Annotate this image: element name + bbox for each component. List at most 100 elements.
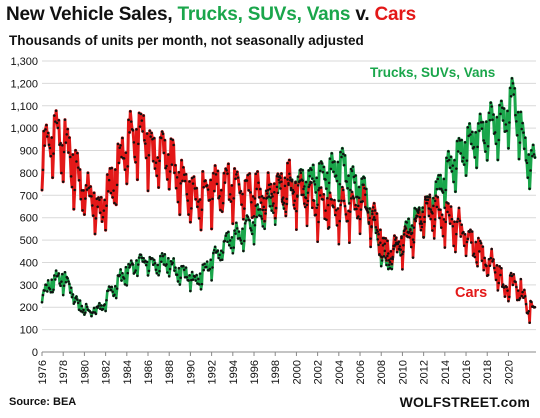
cars-line-segment: [242, 179, 247, 211]
trucks-point: [273, 191, 276, 194]
cars-point: [194, 198, 197, 201]
cars-line-segment: [349, 197, 353, 214]
trucks-point: [346, 186, 349, 190]
cars-point: [204, 179, 207, 182]
cars-point: [112, 189, 115, 192]
trucks-point: [488, 118, 492, 122]
trucks-point: [376, 238, 379, 241]
cars-point: [97, 196, 100, 199]
cars-line-segment: [455, 220, 459, 236]
trucks-point: [62, 284, 66, 287]
trucks-point: [279, 187, 282, 190]
cars-point: [423, 220, 426, 224]
cars-point: [481, 245, 485, 248]
cars-line-segment: [432, 218, 437, 240]
trucks-point: [240, 242, 243, 245]
trucks-point: [60, 280, 63, 283]
cars-point: [84, 197, 87, 200]
trucks-point: [165, 263, 168, 266]
cars-point: [473, 255, 477, 259]
trucks-point: [238, 236, 242, 240]
cars-line-segment: [470, 230, 475, 257]
trucks-point: [401, 252, 404, 256]
cars-point: [351, 195, 355, 198]
cars-point: [91, 214, 95, 217]
cars-point: [167, 153, 170, 156]
cars-point: [59, 141, 62, 145]
cars-point: [411, 256, 415, 259]
cars-line-segment: [120, 136, 125, 160]
cars-point: [398, 245, 402, 248]
cars-point: [218, 195, 221, 198]
trucks-point: [76, 298, 79, 301]
trucks-point: [469, 133, 472, 136]
cars-point: [246, 173, 250, 177]
trucks-point: [124, 265, 128, 269]
x-tick-label: 1982: [101, 360, 113, 384]
cars-point: [391, 255, 394, 259]
trucks-line-segment: [523, 136, 528, 162]
cars-line-segment: [93, 216, 98, 236]
cars-point: [524, 302, 528, 306]
series-markers: [40, 77, 537, 325]
cars-point: [41, 168, 45, 172]
cars-line-segment: [231, 196, 236, 226]
cars-point: [489, 256, 493, 260]
trucks-point: [107, 289, 110, 292]
cars-point: [233, 167, 236, 170]
trucks-point: [295, 209, 298, 213]
trucks-point: [371, 212, 374, 216]
trucks-line-segment: [468, 122, 472, 137]
cars-point: [322, 193, 326, 196]
cars-point: [444, 220, 447, 224]
chart-subtitle: Thousands of units per month, not season…: [9, 33, 364, 48]
y-tick-label: 700: [20, 190, 38, 202]
cars-point: [494, 278, 498, 282]
cars-point: [91, 204, 94, 207]
cars-point: [518, 297, 522, 300]
trucks-point: [322, 165, 326, 169]
cars-point: [335, 224, 339, 227]
trucks-point: [166, 271, 169, 274]
cars-point: [121, 136, 124, 140]
trucks-point: [327, 181, 331, 185]
cars-point: [528, 321, 531, 325]
trucks-point: [526, 176, 530, 179]
trucks-point: [489, 101, 493, 104]
cars-point: [421, 210, 424, 214]
trucks-point: [155, 272, 159, 275]
cars-point: [142, 114, 145, 117]
cars-point: [294, 180, 297, 184]
trucks-point: [516, 111, 520, 114]
cars-point: [236, 176, 240, 179]
cars-point: [69, 155, 72, 159]
cars-point: [177, 171, 181, 174]
trucks-point: [76, 301, 80, 305]
x-axis: 1976 1978 1980 1982 1984 1986 1988 1990 1992 1994…: [37, 352, 515, 384]
cars-point: [383, 242, 387, 245]
trucks-line-segment: [242, 222, 247, 243]
trucks-point: [151, 257, 154, 260]
x-tick-label: 1994: [228, 360, 240, 384]
trucks-point: [264, 212, 267, 215]
trucks-point: [456, 150, 460, 153]
trucks-point: [463, 141, 467, 144]
cars-point: [183, 179, 187, 183]
cars-point: [519, 277, 523, 281]
trucks-point: [312, 180, 316, 183]
cars-point: [373, 209, 377, 212]
trucks-point: [137, 263, 140, 266]
cars-line-segment: [348, 210, 352, 244]
cars-line-segment: [412, 217, 417, 244]
x-tick-label: 2014: [440, 360, 452, 384]
trucks-line-segment: [496, 138, 501, 162]
trucks-point: [383, 249, 387, 253]
trucks-point: [152, 258, 156, 262]
trucks-point: [293, 199, 296, 203]
cars-point: [166, 178, 169, 181]
trucks-point: [412, 226, 416, 229]
trucks-point: [417, 206, 421, 209]
trucks-point: [226, 240, 229, 243]
cars-point: [266, 171, 270, 175]
title-part-versus: v.: [350, 4, 375, 25]
